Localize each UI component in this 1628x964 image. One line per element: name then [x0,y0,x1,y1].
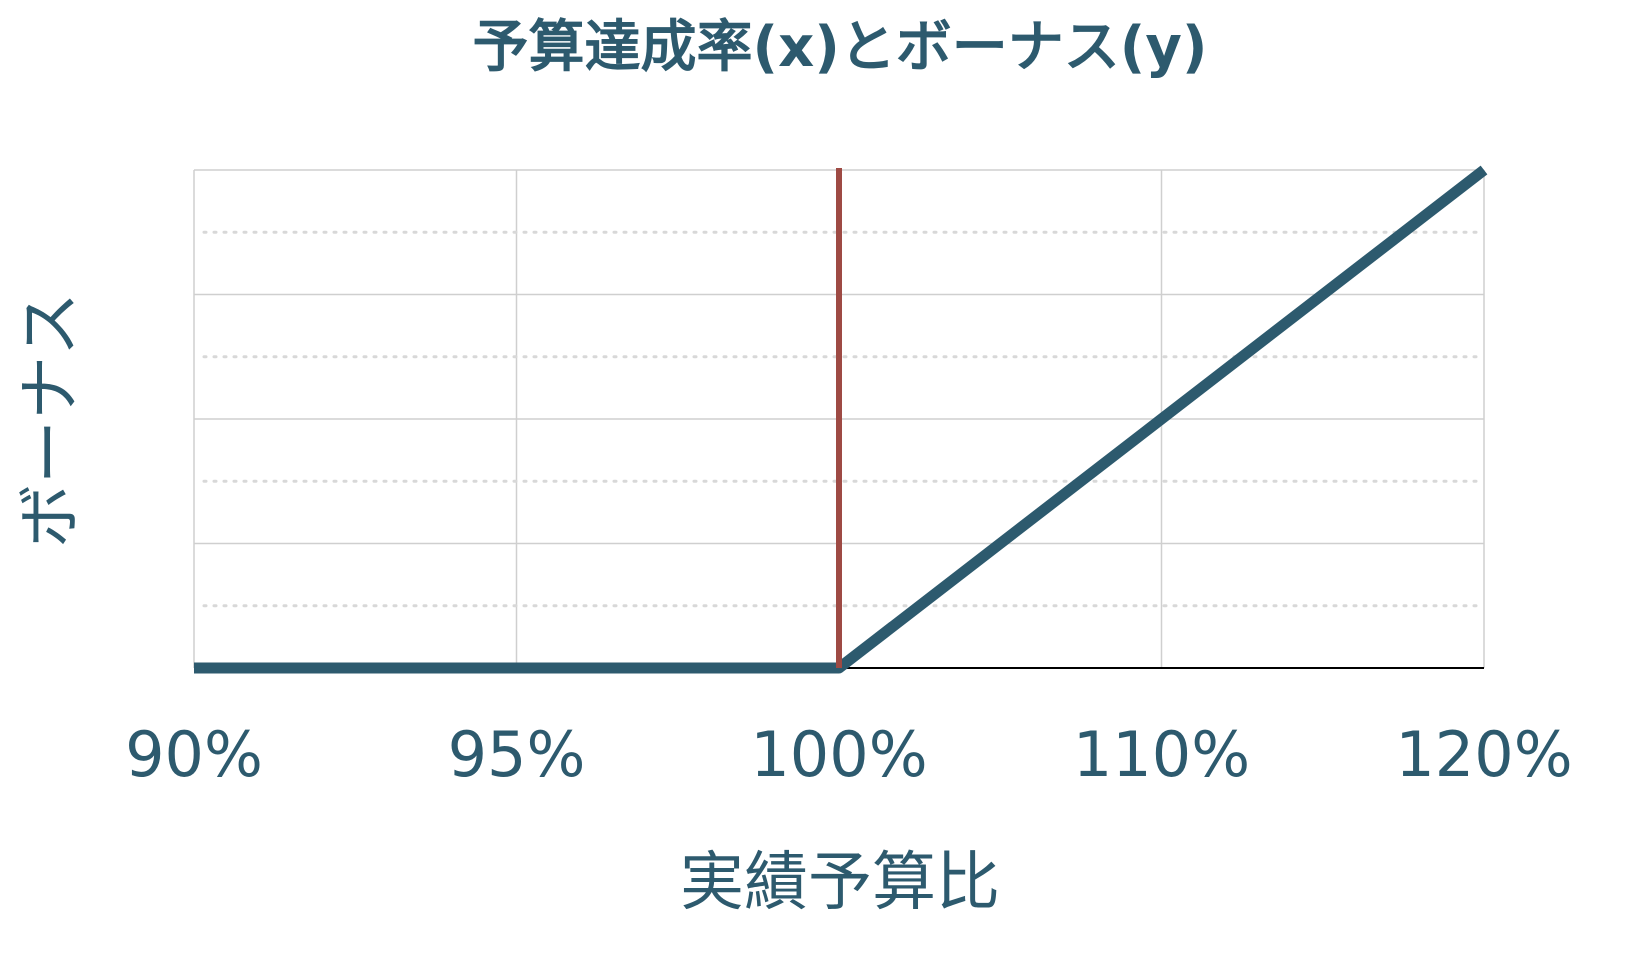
x-tick-label: 120% [1395,718,1572,791]
x-tick-label: 100% [750,718,927,791]
x-axis-label: 実績予算比 [680,846,1000,920]
y-axis-label: ボーナス [14,292,88,548]
x-tick-label: 95% [448,718,586,791]
chart-title: 予算達成率(x)とボーナス(y) [473,15,1208,80]
x-tick-label: 110% [1073,718,1250,791]
x-tick-label: 90% [125,718,263,791]
tick-label-layer: 90% 95% 100% 110% 120% [125,718,1573,791]
